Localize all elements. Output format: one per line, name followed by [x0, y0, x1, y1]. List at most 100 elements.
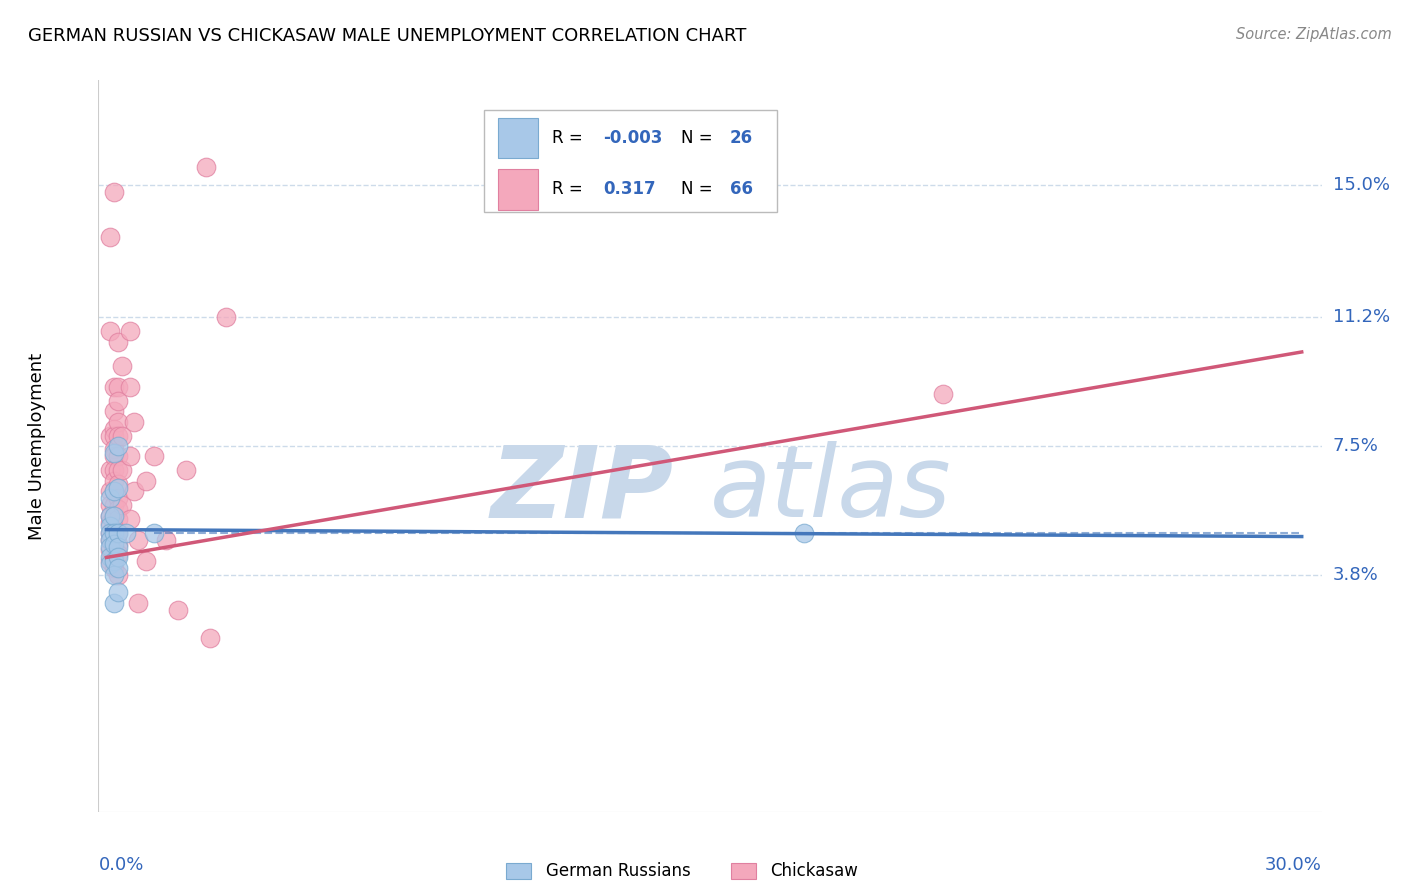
- Point: [100, 540, 122, 554]
- Point: [107, 439, 129, 453]
- Point: [103, 554, 125, 568]
- Point: [215, 310, 238, 325]
- Point: [100, 526, 122, 541]
- Point: [107, 567, 129, 582]
- Point: [103, 446, 125, 460]
- Point: [100, 554, 122, 568]
- Text: Male Unemployment: Male Unemployment: [28, 352, 46, 540]
- Point: [107, 585, 129, 599]
- Text: 3.8%: 3.8%: [1333, 566, 1378, 584]
- Point: [107, 428, 129, 442]
- Point: [120, 324, 142, 338]
- Point: [793, 526, 815, 541]
- Point: [127, 596, 149, 610]
- Point: [107, 512, 129, 526]
- Point: [103, 498, 125, 512]
- Point: [103, 540, 125, 554]
- Point: [127, 533, 149, 547]
- Point: [107, 477, 129, 491]
- Point: [100, 428, 122, 442]
- Point: [103, 526, 125, 541]
- Text: R =: R =: [553, 129, 588, 147]
- Point: [100, 526, 122, 541]
- Text: N =: N =: [681, 129, 717, 147]
- Point: [107, 536, 129, 550]
- Point: [107, 334, 129, 349]
- Point: [111, 428, 134, 442]
- Point: [107, 481, 129, 495]
- Point: [143, 526, 166, 541]
- Point: [107, 526, 129, 541]
- Point: [107, 463, 129, 477]
- Point: [100, 498, 122, 512]
- Point: [103, 404, 125, 418]
- Point: [100, 508, 122, 523]
- Point: [120, 380, 142, 394]
- Point: [100, 543, 122, 558]
- Point: [103, 508, 125, 523]
- Point: [932, 386, 955, 401]
- FancyBboxPatch shape: [498, 169, 537, 210]
- Point: [167, 603, 190, 617]
- Point: [103, 463, 125, 477]
- Point: [107, 540, 129, 554]
- Point: [107, 501, 129, 516]
- Point: [100, 558, 122, 572]
- Point: [100, 533, 122, 547]
- Text: 30.0%: 30.0%: [1265, 855, 1322, 873]
- Text: Source: ZipAtlas.com: Source: ZipAtlas.com: [1236, 27, 1392, 42]
- FancyBboxPatch shape: [498, 118, 537, 158]
- Point: [100, 533, 122, 547]
- Point: [195, 161, 218, 175]
- Point: [107, 380, 129, 394]
- Point: [103, 561, 125, 575]
- Point: [100, 550, 122, 565]
- Point: [115, 526, 138, 541]
- Point: [100, 516, 122, 530]
- Text: 0.0%: 0.0%: [98, 855, 143, 873]
- Point: [198, 631, 221, 645]
- Point: [124, 484, 146, 499]
- FancyBboxPatch shape: [484, 110, 778, 212]
- Text: 11.2%: 11.2%: [1333, 308, 1391, 326]
- Text: atlas: atlas: [710, 442, 952, 539]
- Point: [111, 498, 134, 512]
- Text: 15.0%: 15.0%: [1333, 176, 1389, 194]
- Point: [107, 561, 129, 575]
- Point: [120, 512, 142, 526]
- Text: German Russians: German Russians: [546, 862, 690, 880]
- Point: [107, 526, 129, 541]
- Point: [124, 415, 146, 429]
- Point: [103, 450, 125, 464]
- Text: -0.003: -0.003: [603, 129, 664, 147]
- Text: N =: N =: [681, 180, 717, 198]
- Point: [120, 450, 142, 464]
- Point: [103, 508, 125, 523]
- Point: [103, 442, 125, 457]
- Point: [103, 380, 125, 394]
- Text: 7.5%: 7.5%: [1333, 437, 1379, 455]
- Point: [100, 484, 122, 499]
- Text: ZIP: ZIP: [491, 442, 673, 539]
- Point: [111, 359, 134, 373]
- Point: [100, 463, 122, 477]
- Point: [107, 550, 129, 565]
- Point: [103, 428, 125, 442]
- Point: [100, 508, 122, 523]
- Text: Chickasaw: Chickasaw: [770, 862, 858, 880]
- Point: [155, 533, 177, 547]
- Point: [103, 536, 125, 550]
- Point: [103, 596, 125, 610]
- Text: GERMAN RUSSIAN VS CHICKASAW MALE UNEMPLOYMENT CORRELATION CHART: GERMAN RUSSIAN VS CHICKASAW MALE UNEMPLO…: [28, 27, 747, 45]
- Point: [103, 567, 125, 582]
- Point: [103, 484, 125, 499]
- Point: [107, 547, 129, 561]
- Point: [107, 393, 129, 408]
- Text: R =: R =: [553, 180, 593, 198]
- Point: [143, 450, 166, 464]
- Point: [100, 519, 122, 533]
- Point: [135, 554, 157, 568]
- Point: [107, 415, 129, 429]
- Text: 26: 26: [730, 129, 752, 147]
- Point: [107, 491, 129, 506]
